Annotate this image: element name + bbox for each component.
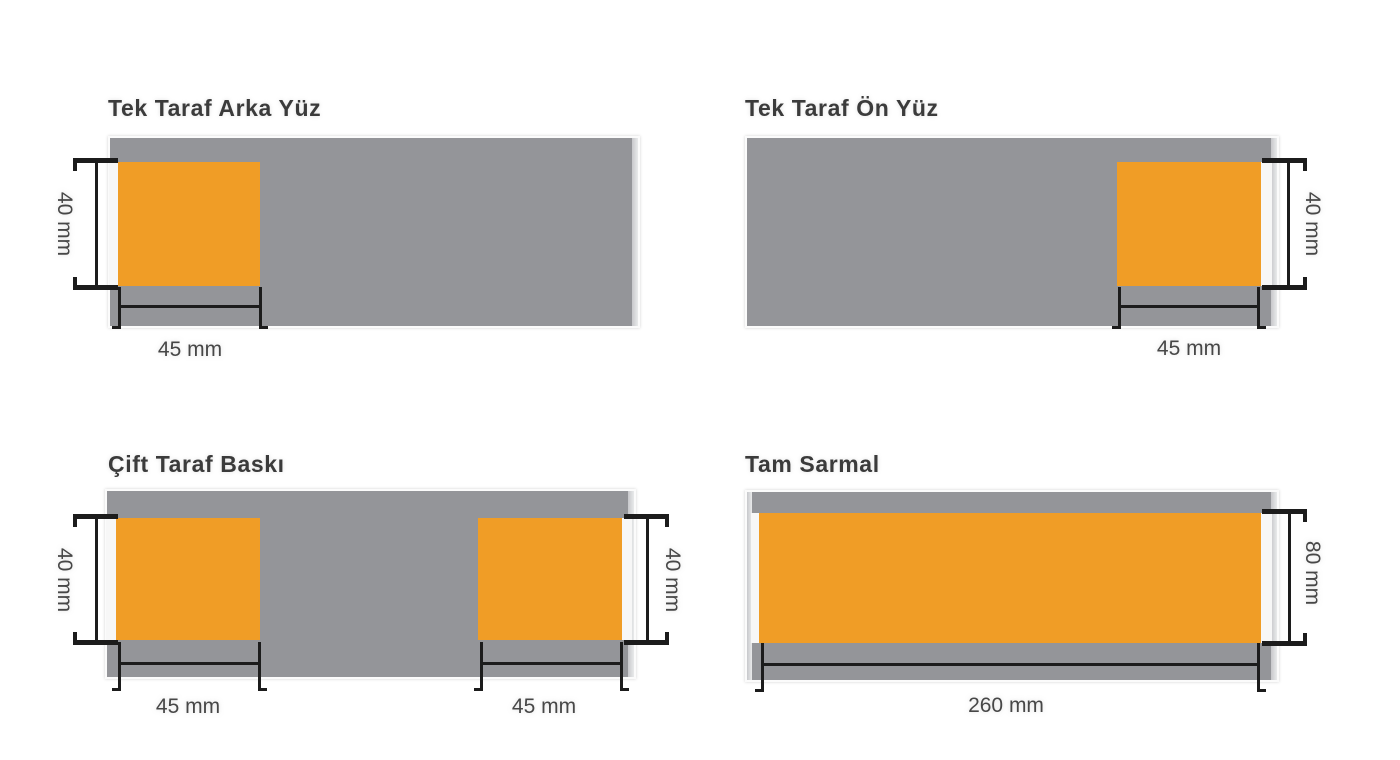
print-area xyxy=(118,162,260,286)
dimension-tick xyxy=(624,632,669,645)
width-dimension-label: 260 mm xyxy=(968,694,1044,717)
dimension-tick xyxy=(1262,277,1307,290)
print-area-left xyxy=(116,518,260,640)
dimension-line-horizontal xyxy=(761,663,1260,666)
dimension-tick xyxy=(73,277,118,290)
print-area-right xyxy=(478,518,622,640)
panel-tek-taraf-on-yuz: Tek Taraf Ön Yüz 40 mm 45 mm xyxy=(740,90,1400,390)
dimension-line-horizontal xyxy=(118,305,262,308)
dimension-tick xyxy=(73,632,118,645)
print-area xyxy=(1117,162,1261,286)
panel-title: Tek Taraf Arka Yüz xyxy=(108,95,322,121)
dimension-tick xyxy=(1257,287,1266,329)
dimension-tick xyxy=(259,287,268,329)
dimension-line-vertical xyxy=(1288,512,1291,644)
edge-gap xyxy=(106,518,116,640)
dimension-tick xyxy=(1257,643,1266,692)
dimension-line-horizontal xyxy=(480,662,623,665)
panel-tam-sarmal: Tam Sarmal 80 mm 260 mm xyxy=(740,443,1400,753)
dimension-tick xyxy=(755,643,764,692)
panel-title: Tek Taraf Ön Yüz xyxy=(745,95,939,121)
dimension-tick xyxy=(624,514,669,527)
panel-title: Çift Taraf Baskı xyxy=(108,451,285,477)
dimension-line-horizontal xyxy=(1118,305,1260,308)
right-height-dimension-label: 40 mm xyxy=(661,547,684,613)
width-dimension-label: 45 mm xyxy=(157,338,223,361)
dimension-line-vertical xyxy=(646,517,649,643)
edge-gap xyxy=(1261,513,1272,643)
edge-highlight xyxy=(1271,492,1277,680)
edge-highlight xyxy=(632,138,638,326)
dimension-line-vertical xyxy=(95,517,98,643)
width-dimension-label: 45 mm xyxy=(1156,337,1222,360)
dimension-tick xyxy=(112,287,121,329)
panel-tek-taraf-arka-yuz: Tek Taraf Arka Yüz 40 mm 45 mm xyxy=(40,90,680,390)
dimension-tick xyxy=(1262,158,1307,171)
edge-gap xyxy=(751,513,760,643)
edge-highlight xyxy=(1271,138,1277,326)
dimension-tick xyxy=(1112,287,1121,329)
left-height-dimension-label: 40 mm xyxy=(53,547,76,613)
panel-cift-taraf-baski: Çift Taraf Baskı 40 mm 40 mm 45 mm 45 mm xyxy=(40,443,740,743)
edge-gap xyxy=(1261,162,1272,286)
height-dimension-label: 80 mm xyxy=(1301,540,1324,606)
height-dimension-label: 40 mm xyxy=(1301,191,1324,257)
dimension-tick xyxy=(73,158,118,171)
edge-gap xyxy=(622,518,632,640)
dimension-line-vertical xyxy=(1287,161,1290,287)
dimension-tick xyxy=(112,642,121,691)
left-width-dimension-label: 45 mm xyxy=(155,695,221,718)
right-width-dimension-label: 45 mm xyxy=(511,695,577,718)
dimension-tick xyxy=(620,642,629,691)
dimension-tick xyxy=(474,642,483,691)
dimension-line-vertical xyxy=(95,161,98,287)
dimension-tick xyxy=(73,514,118,527)
dimension-tick xyxy=(258,642,267,691)
dimension-line-horizontal xyxy=(118,662,261,665)
panel-title: Tam Sarmal xyxy=(745,451,880,477)
edge-highlight xyxy=(747,492,752,680)
edge-gap xyxy=(109,162,119,286)
print-area xyxy=(759,513,1261,643)
dimension-tick xyxy=(1262,633,1307,646)
height-dimension-label: 40 mm xyxy=(53,191,76,257)
dimension-tick xyxy=(1262,509,1307,522)
